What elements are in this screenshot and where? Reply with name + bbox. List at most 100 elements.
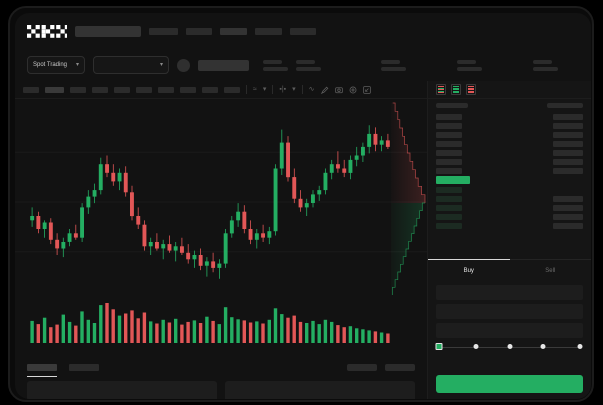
slider-node-25[interactable] [473,344,479,349]
bid-amount [553,195,583,202]
nav-item-4[interactable] [290,27,316,35]
order-field-0[interactable] [436,285,583,300]
stat-2 [381,59,406,71]
trading-mode-select[interactable]: Spot Trading ▾ [27,56,85,74]
ask-amount [553,158,583,165]
tab-sell[interactable]: Sell [545,267,556,274]
orderbook-bid-row[interactable] [436,185,583,194]
orderbook-ask-row[interactable] [436,121,583,130]
nav-item-2[interactable] [220,27,247,35]
orderbook-bid-row[interactable] [436,203,583,212]
timeframe-4[interactable] [114,86,130,93]
timeframe-7[interactable] [180,86,196,93]
orderbook[interactable] [428,99,591,259]
ask-amount [553,113,583,120]
stat-label [296,59,315,64]
nav-item-0[interactable] [149,27,178,35]
pair-coin-avatar [177,58,190,72]
bottom-action-0[interactable] [347,363,377,371]
tab-buy[interactable]: Buy [428,259,510,281]
orderbook-bid-row[interactable] [436,212,583,221]
bid-price [436,222,462,229]
bottom-tab-0[interactable] [27,363,57,377]
toolbar-divider [301,85,303,94]
toolbar-divider [246,85,247,94]
bid-amount [553,213,583,220]
orderbook-ask-row[interactable] [436,157,583,166]
timeframe-3[interactable] [92,86,108,93]
trading-app: Spot Trading ▾ ▾ [15,13,591,399]
chevron-down-icon[interactable]: ▾ [292,86,296,93]
bottom-tab-1[interactable] [69,363,99,371]
slider-node-100[interactable] [577,344,583,349]
bottom-action-1[interactable] [385,363,415,371]
trade-tabs: Buy Sell [428,259,591,281]
ask-amount [553,167,583,174]
timeframe-2[interactable] [70,86,86,93]
bottom-panel-0[interactable] [27,381,217,399]
right-column: Buy Sell [427,81,591,399]
pair-name [198,59,249,71]
orderbook-ask-row[interactable] [436,130,583,139]
depth-chart-overlay [389,99,427,299]
orderbook-mixed-icon[interactable] [436,84,446,95]
ask-price [436,158,462,165]
orderbook-buy-icon[interactable] [451,84,461,95]
order-field-1[interactable] [436,304,583,319]
percentage-slider[interactable] [435,342,583,354]
orderbook-header [436,103,583,108]
market-subheader: Spot Trading ▾ ▾ [15,49,591,81]
stat-value [457,66,482,71]
ask-price [436,113,462,120]
buy-submit-button[interactable] [436,375,583,393]
orderbook-ask-row[interactable] [436,112,583,121]
timeframe-8[interactable] [202,86,218,93]
indicators-icon[interactable]: ≈ [253,86,257,93]
bid-price [436,213,462,220]
stat-3 [457,59,482,71]
orderbook-ask-row[interactable] [436,139,583,148]
timeframe-0[interactable] [23,86,39,93]
fullscreen-icon[interactable] [362,85,371,94]
pencil-icon[interactable] [320,86,329,94]
nav-item-3[interactable] [255,27,282,35]
candlestick-chart[interactable] [15,99,427,299]
order-field-2[interactable] [436,323,583,338]
orderbook-ask-row[interactable] [436,148,583,157]
slider-node-0[interactable] [435,343,443,350]
pair-select[interactable]: ▾ [93,56,169,74]
timeframe-9[interactable] [224,86,240,93]
slider-node-75[interactable] [540,344,546,349]
bid-amount [553,187,583,193]
toolbar-divider [272,85,274,94]
timeframe-1[interactable] [45,86,64,93]
timeframe-5[interactable] [136,86,152,93]
orderbook-sell-icon[interactable] [466,84,476,95]
stat-label [457,59,476,64]
ask-amount [553,122,583,129]
chevron-down-icon[interactable]: ▾ [262,86,267,93]
search-input[interactable] [75,25,141,37]
stat-label [263,59,282,64]
bid-amount [553,222,583,229]
orderbook-toolbar [428,81,591,99]
slider-node-50[interactable] [507,344,512,349]
orderbook-bid-row[interactable] [436,194,583,203]
ask-price [436,140,462,147]
orderbook-bid-row[interactable] [436,221,583,230]
camera-icon[interactable] [334,86,343,94]
okx-logo[interactable] [27,24,67,38]
ask-amount [553,149,583,156]
bid-amount [553,204,583,211]
timeframe-6[interactable] [158,86,174,93]
stat-label [381,59,400,64]
stat-value [533,66,558,71]
settings-icon[interactable] [349,86,357,94]
orderbook-ask-row[interactable] [436,166,583,175]
device-frame: Spot Trading ▾ ▾ [8,6,594,402]
chart-type-icon[interactable]: ▪|▪ [279,86,287,93]
bottom-panel-1[interactable] [225,381,415,399]
line-chart-icon[interactable]: ∿ [308,86,315,93]
volume-histogram-svg [30,303,390,343]
nav-item-1[interactable] [186,27,212,35]
